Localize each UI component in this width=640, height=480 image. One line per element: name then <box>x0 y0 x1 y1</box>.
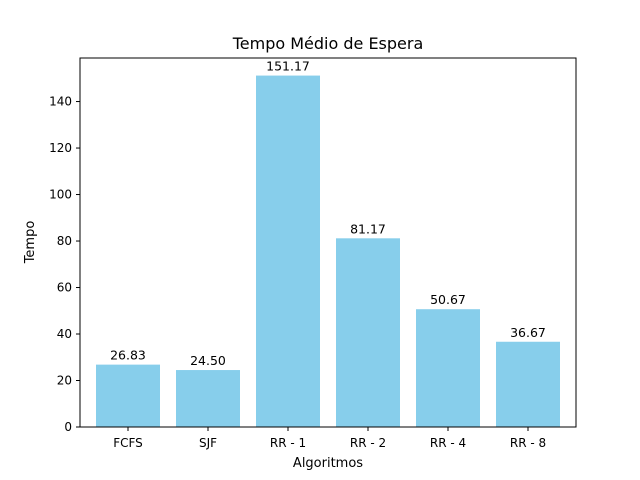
bars-layer: 26.83 24.50 151.17 81.17 50.67 36.67 <box>96 59 560 427</box>
data-label-4: 50.67 <box>430 292 466 307</box>
y-tick-label-1: 20 <box>57 374 72 388</box>
chart-title: Tempo Médio de Espera <box>232 34 424 53</box>
y-axis-label: Tempo <box>23 221 38 265</box>
bar-5 <box>496 341 560 427</box>
x-tick-label-3: RR - 2 <box>350 436 386 450</box>
plot-frame <box>79 57 577 428</box>
x-tick-label-5: RR - 8 <box>510 436 546 450</box>
bar-3 <box>336 238 400 427</box>
data-label-2: 151.17 <box>266 59 310 74</box>
data-label-3: 81.17 <box>350 221 386 236</box>
x-tick-label-1: SJF <box>199 436 217 450</box>
y-tick-label-7: 140 <box>49 95 72 109</box>
x-tick-label-4: RR - 4 <box>430 436 466 450</box>
axes-layer: 0 20 40 60 80 100 120 140 FCFS SJF RR - 1 RR - 2 RR … <box>49 57 577 450</box>
y-tick-label-3: 60 <box>57 281 72 295</box>
x-tick-label-2: RR - 1 <box>270 436 306 450</box>
y-tick-label-0: 0 <box>64 420 72 434</box>
y-tick-label-2: 40 <box>57 327 72 341</box>
bar-1 <box>176 370 240 427</box>
x-axis-label: Algoritmos <box>293 456 363 471</box>
data-label-5: 36.67 <box>510 325 546 340</box>
y-tick-label-5: 100 <box>49 188 72 202</box>
y-tick-label-6: 120 <box>49 141 72 155</box>
bar-0 <box>96 364 160 427</box>
bar-2 <box>256 75 320 427</box>
bar-4 <box>416 309 480 427</box>
x-tick-label-0: FCFS <box>113 436 143 450</box>
y-tick-label-4: 80 <box>57 234 72 248</box>
data-label-1: 24.50 <box>190 353 226 368</box>
data-label-0: 26.83 <box>110 348 146 363</box>
